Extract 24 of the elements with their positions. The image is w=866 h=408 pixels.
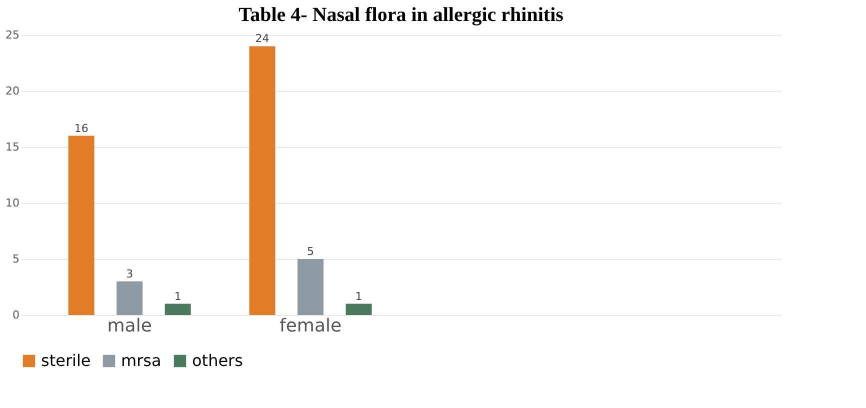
bar [164, 304, 191, 315]
legend-label: others [192, 351, 243, 370]
bar [116, 281, 143, 315]
bar [68, 136, 94, 315]
y-tick-label: 25 [6, 28, 20, 42]
legend-label: sterile [41, 351, 91, 370]
data-label: 5 [307, 245, 314, 258]
data-label: 16 [74, 122, 88, 135]
bar [249, 46, 276, 315]
y-tick-label: 15 [6, 140, 20, 154]
legend-label: mrsa [121, 351, 162, 370]
y-tick-label: 20 [6, 84, 20, 98]
chart-title: Table 4- Nasal flora in allergic rhinitis [238, 4, 564, 26]
y-tick-label: 10 [6, 196, 20, 210]
x-tick-label: female [279, 316, 342, 336]
data-label: 3 [126, 267, 134, 280]
data-label: 1 [174, 290, 182, 303]
data-label: 1 [355, 290, 362, 303]
bar [298, 259, 324, 315]
x-tick-label: male [107, 316, 152, 336]
data-label: 24 [255, 32, 270, 46]
y-tick-label: 5 [12, 252, 20, 266]
bar [346, 304, 372, 315]
y-tick-label: 0 [12, 308, 20, 322]
